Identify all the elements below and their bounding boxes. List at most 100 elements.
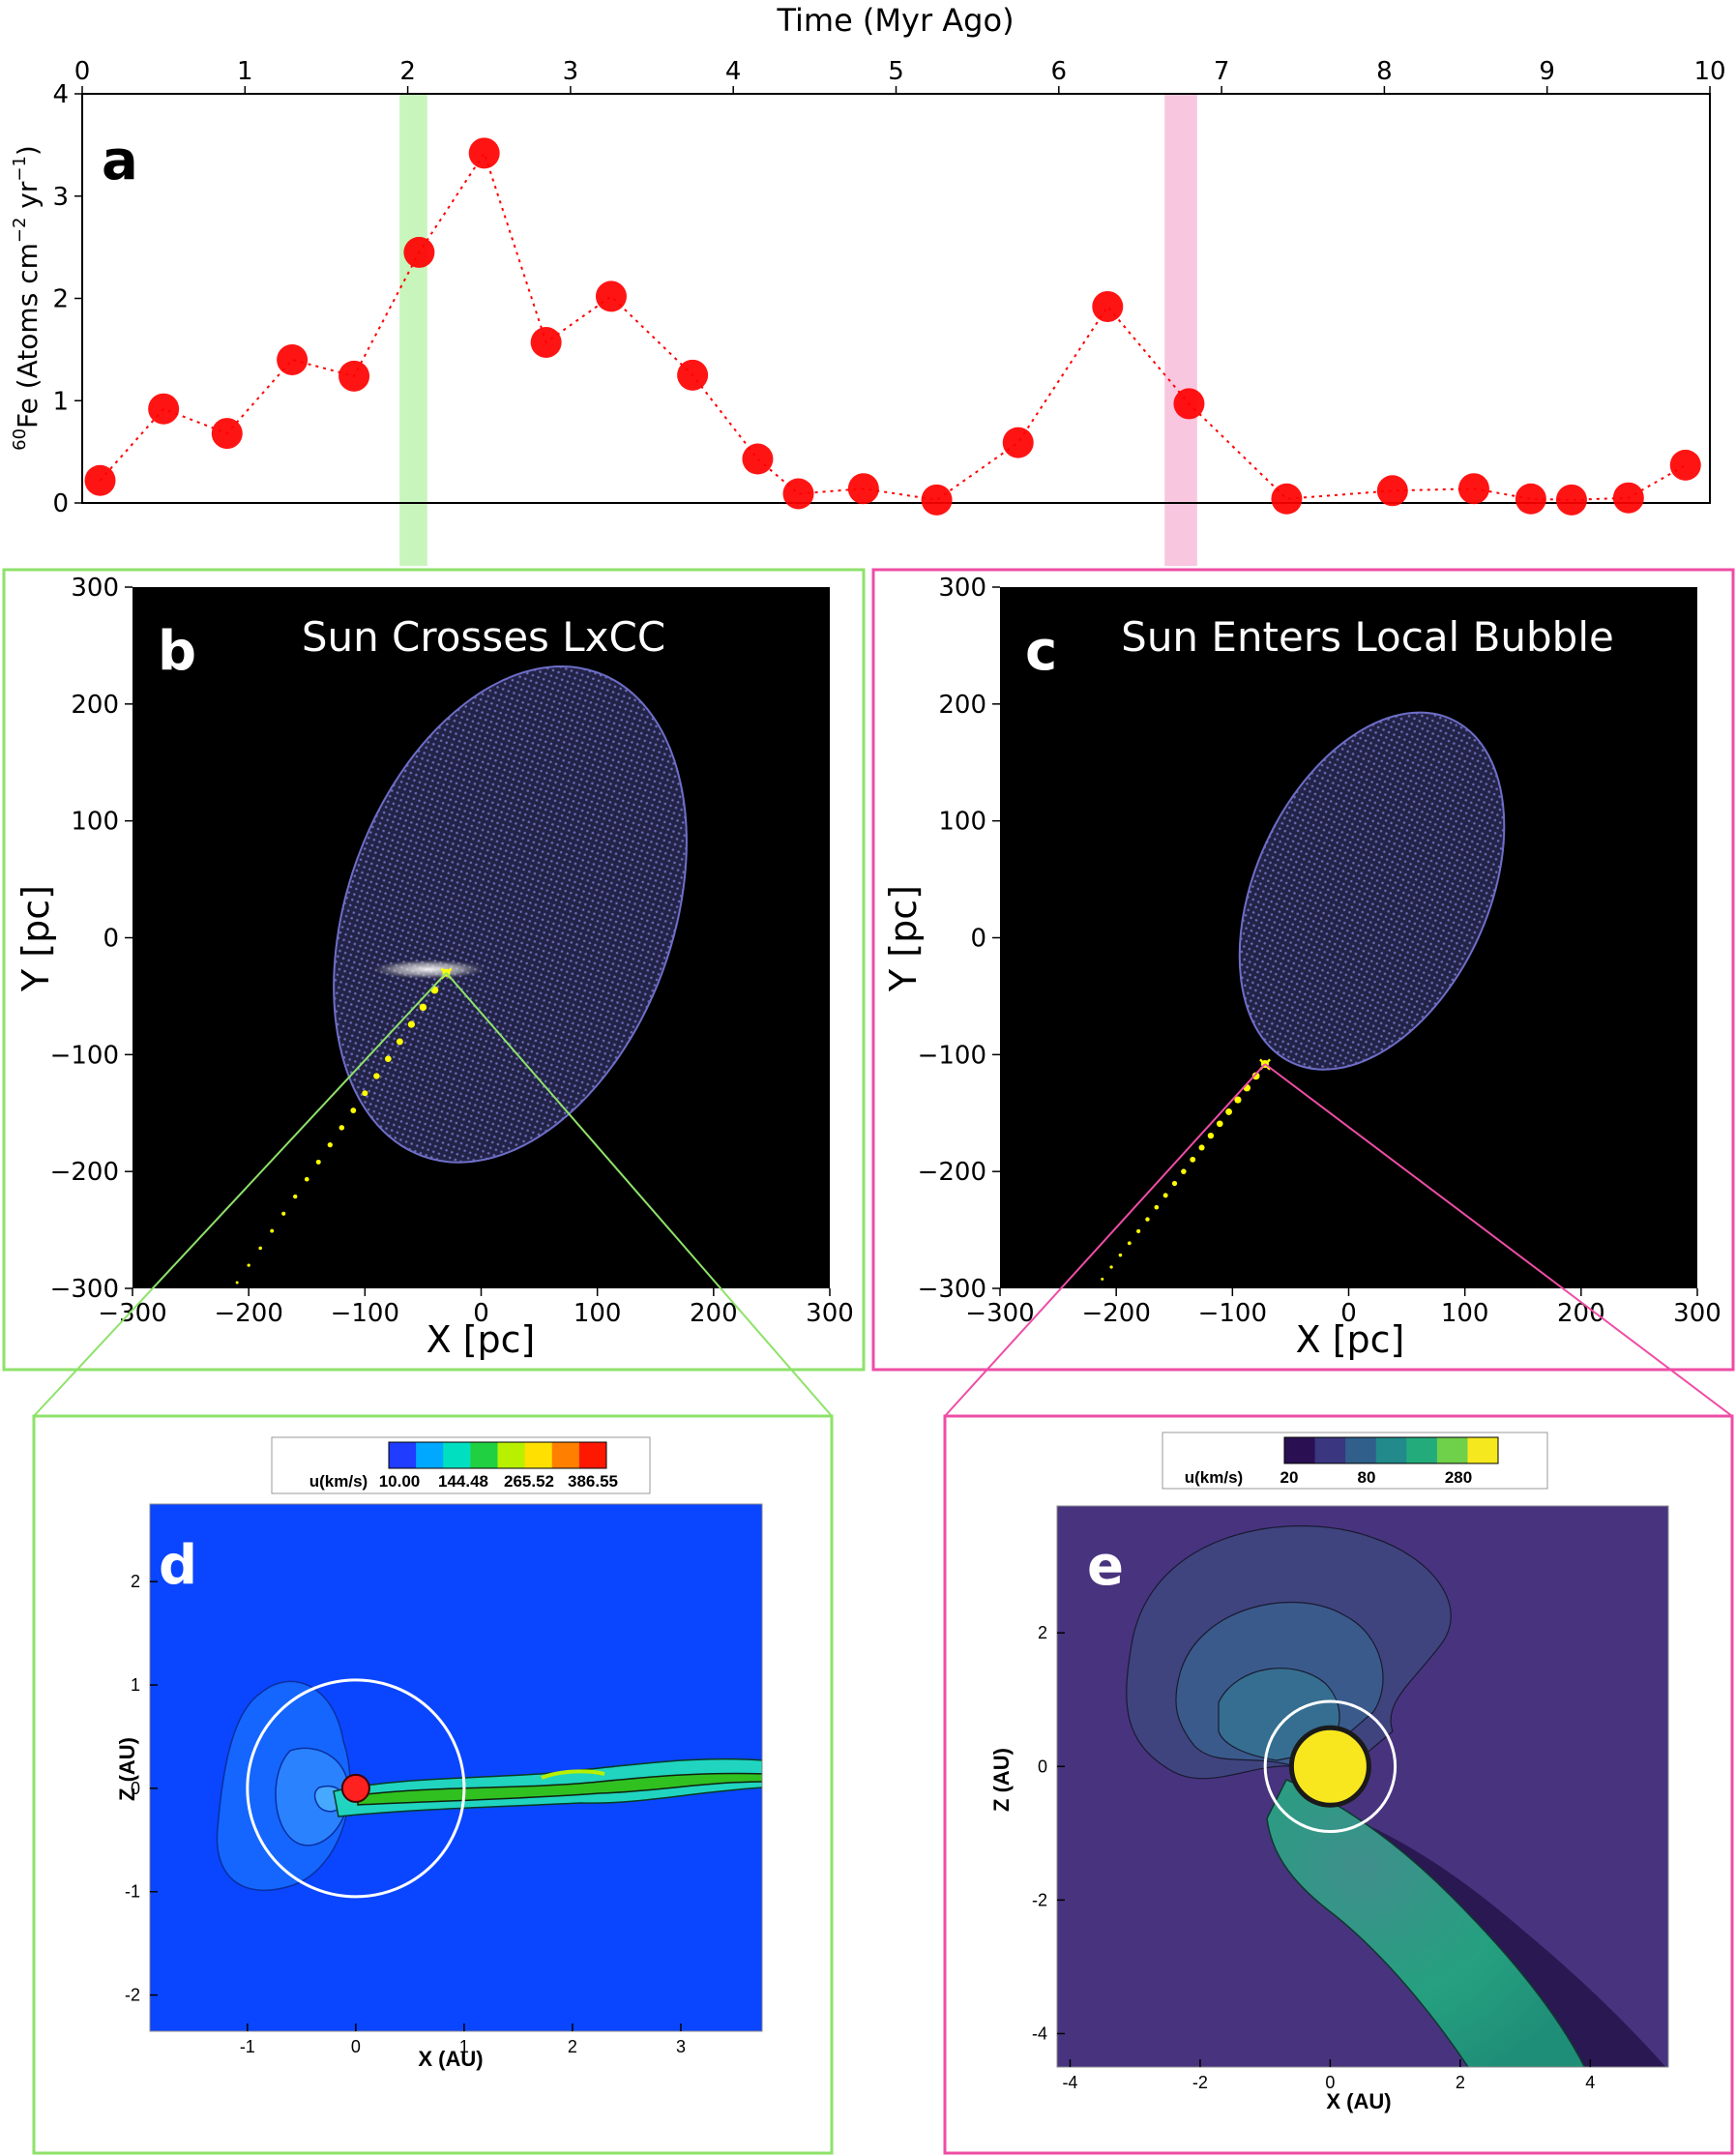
ylabel-isotope: 60 xyxy=(10,428,30,451)
panel-e-letter: e xyxy=(1087,1535,1124,1598)
x-tick-label: 3 xyxy=(676,2037,686,2056)
colorbar-segment xyxy=(1345,1437,1377,1463)
panel-e-colorbar xyxy=(1283,1436,1499,1464)
data-point xyxy=(921,484,953,516)
panel-a-x-ticks: 0 1 2 3 4 5 6 7 8 9 10 xyxy=(74,57,1726,94)
colorbar-segment xyxy=(1436,1437,1468,1463)
x-tick-label: −100 xyxy=(1198,1299,1267,1328)
trajectory-point xyxy=(258,1246,262,1251)
panel-a: 0 1 2 3 4 5 6 7 8 9 10 0 1 2 3 4 Time (Myr Ago) 60Fe (… xyxy=(10,2,1726,566)
highlight-local-bubble xyxy=(1164,94,1197,566)
panel-b: × −300 −200 −100 0 100 200 300 −300−200−100010… xyxy=(15,574,854,1361)
data-point xyxy=(1092,290,1124,322)
panel-e-x-ticks: -4 -2 0 2 4 xyxy=(1062,2059,1595,2092)
x-tick-label: −300 xyxy=(965,1299,1034,1328)
ylabel-mid: yr xyxy=(12,181,44,217)
trajectory-point xyxy=(1225,1108,1233,1115)
local-bubble-mesh xyxy=(1238,711,1506,1071)
panel-b-ylabel: Y [pc] xyxy=(15,885,57,992)
colorbar-segment xyxy=(1375,1437,1407,1463)
y-tick-label: 2 xyxy=(52,285,69,314)
y-tick-label: -2 xyxy=(1032,1890,1047,1909)
panel-d-ylabel: Z (AU) xyxy=(115,1737,139,1801)
local-bubble-mesh xyxy=(333,665,688,1164)
panel-a-points xyxy=(84,137,1701,516)
trajectory-point xyxy=(1109,1265,1113,1269)
ylabel-end: ) xyxy=(12,145,44,156)
highlight-lxcc xyxy=(399,94,427,566)
y-tick-label: −200 xyxy=(50,1158,119,1187)
y-tick-label: 100 xyxy=(938,808,986,837)
panel-d-x-ticks: -1 0 1 2 3 xyxy=(240,2023,686,2056)
y-tick-label: −100 xyxy=(50,1041,119,1070)
trajectory-point xyxy=(407,1020,415,1028)
y-tick-label: 200 xyxy=(71,691,119,720)
trajectory-point xyxy=(385,1055,392,1063)
panel-a-frame xyxy=(81,93,1711,504)
trajectory-point xyxy=(1190,1156,1196,1163)
panel-e-ylabel: Z (AU) xyxy=(989,1748,1014,1812)
x-tick-label: 300 xyxy=(1673,1299,1721,1328)
y-tick-label: 0 xyxy=(131,1779,140,1798)
x-tick-label: 2 xyxy=(568,2037,577,2056)
trajectory-point xyxy=(327,1142,333,1148)
trajectory-point xyxy=(1145,1217,1150,1222)
panel-d-field xyxy=(216,1678,762,1899)
panel-c-ylabel: Y [pc] xyxy=(882,885,925,992)
trajectory-point xyxy=(1162,1193,1168,1198)
data-point xyxy=(1002,427,1034,458)
x-tick-label: 2 xyxy=(399,57,416,86)
colorbar-segment xyxy=(443,1442,471,1468)
x-tick-label: 2 xyxy=(1456,2073,1465,2092)
trajectory-point xyxy=(235,1281,239,1285)
trajectory-point xyxy=(304,1176,309,1182)
colorbar-segment xyxy=(1284,1437,1316,1463)
ylabel-exp-yr: −1 xyxy=(10,156,30,182)
data-point xyxy=(1271,483,1303,515)
lxcc-cloud xyxy=(372,960,485,980)
panel-d-y-ticks: -2 -1 0 1 2 xyxy=(125,1572,158,2005)
y-tick-label: −300 xyxy=(50,1275,119,1304)
colorbar-outline xyxy=(1283,1436,1499,1464)
x-tick-label: 1 xyxy=(459,2037,469,2056)
panel-b-y-ticks: −300 −200 −100 0 100 200 300 xyxy=(50,574,132,1304)
x-tick-label: 8 xyxy=(1376,57,1393,86)
trajectory-point xyxy=(396,1038,403,1046)
sun-core xyxy=(1288,1725,1371,1808)
trajectory-point xyxy=(1207,1132,1215,1139)
trajectory-point xyxy=(1127,1241,1132,1246)
panel-c-y-ticks: −300 −200 −100 0 100 200 300 xyxy=(918,574,1000,1304)
panel-b-letter: b xyxy=(158,620,196,683)
colorbar-segment xyxy=(578,1442,607,1468)
data-point xyxy=(847,473,879,505)
wake-tail xyxy=(1266,1779,1586,2067)
zoom-connectors xyxy=(33,972,1733,1417)
y-tick-label: -2 xyxy=(125,1986,140,2005)
trajectory-point xyxy=(362,1090,368,1097)
y-tick-label: -4 xyxy=(1032,2023,1047,2043)
y-tick-label: 0 xyxy=(52,489,69,518)
trajectory-point xyxy=(1216,1120,1223,1128)
data-point xyxy=(677,359,709,391)
panel-a-y-ticks: 0 1 2 3 4 xyxy=(52,80,82,518)
trajectory-point xyxy=(1171,1180,1178,1187)
colorbar-segment xyxy=(497,1442,526,1468)
y-tick-label: 300 xyxy=(938,574,986,603)
panel-d-axes-frame xyxy=(149,1503,763,2032)
panel-d-colorbar-label: u(km/s) xyxy=(309,1472,368,1491)
sun-marker xyxy=(340,1773,370,1803)
colorbar-tick-label: 265.52 xyxy=(504,1472,554,1491)
data-point xyxy=(1515,483,1546,515)
reference-circle-1au xyxy=(246,1678,466,1899)
colorbar-segment xyxy=(470,1442,498,1468)
data-point xyxy=(403,236,435,268)
trajectory-point xyxy=(247,1263,250,1267)
x-tick-label: 4 xyxy=(1585,2073,1595,2092)
panel-c-frame xyxy=(871,568,1735,1372)
trajectory-point xyxy=(1251,1072,1260,1080)
colorbar-tick-label: 20 xyxy=(1280,1468,1299,1487)
y-tick-label: −200 xyxy=(918,1158,986,1187)
y-tick-label: 1 xyxy=(131,1675,140,1695)
trajectory-point xyxy=(270,1228,275,1233)
colorbar-segment xyxy=(389,1442,417,1468)
